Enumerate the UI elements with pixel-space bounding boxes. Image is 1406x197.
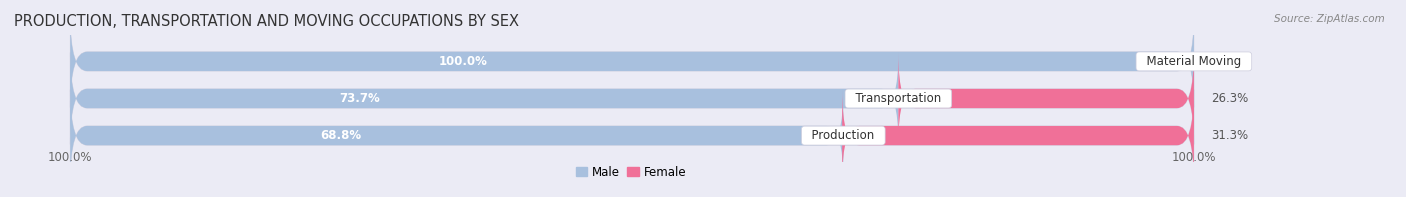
Text: 0.0%: 0.0%: [1211, 55, 1240, 68]
FancyBboxPatch shape: [70, 90, 844, 182]
FancyBboxPatch shape: [70, 53, 898, 144]
Text: 31.3%: 31.3%: [1211, 129, 1249, 142]
Text: 100.0%: 100.0%: [48, 151, 93, 164]
FancyBboxPatch shape: [898, 53, 1194, 144]
FancyBboxPatch shape: [70, 90, 1194, 182]
Text: 73.7%: 73.7%: [340, 92, 381, 105]
Text: Production: Production: [804, 129, 882, 142]
Text: 68.8%: 68.8%: [321, 129, 361, 142]
FancyBboxPatch shape: [70, 53, 1194, 144]
Text: PRODUCTION, TRANSPORTATION AND MOVING OCCUPATIONS BY SEX: PRODUCTION, TRANSPORTATION AND MOVING OC…: [14, 14, 519, 29]
FancyBboxPatch shape: [842, 90, 1194, 182]
FancyBboxPatch shape: [70, 15, 1194, 107]
Text: Material Moving: Material Moving: [1139, 55, 1249, 68]
Legend: Male, Female: Male, Female: [571, 161, 690, 183]
Text: 26.3%: 26.3%: [1211, 92, 1249, 105]
FancyBboxPatch shape: [70, 15, 1194, 107]
Text: 100.0%: 100.0%: [1171, 151, 1216, 164]
Text: 100.0%: 100.0%: [439, 55, 488, 68]
Text: Transportation: Transportation: [848, 92, 949, 105]
Text: Source: ZipAtlas.com: Source: ZipAtlas.com: [1274, 14, 1385, 24]
